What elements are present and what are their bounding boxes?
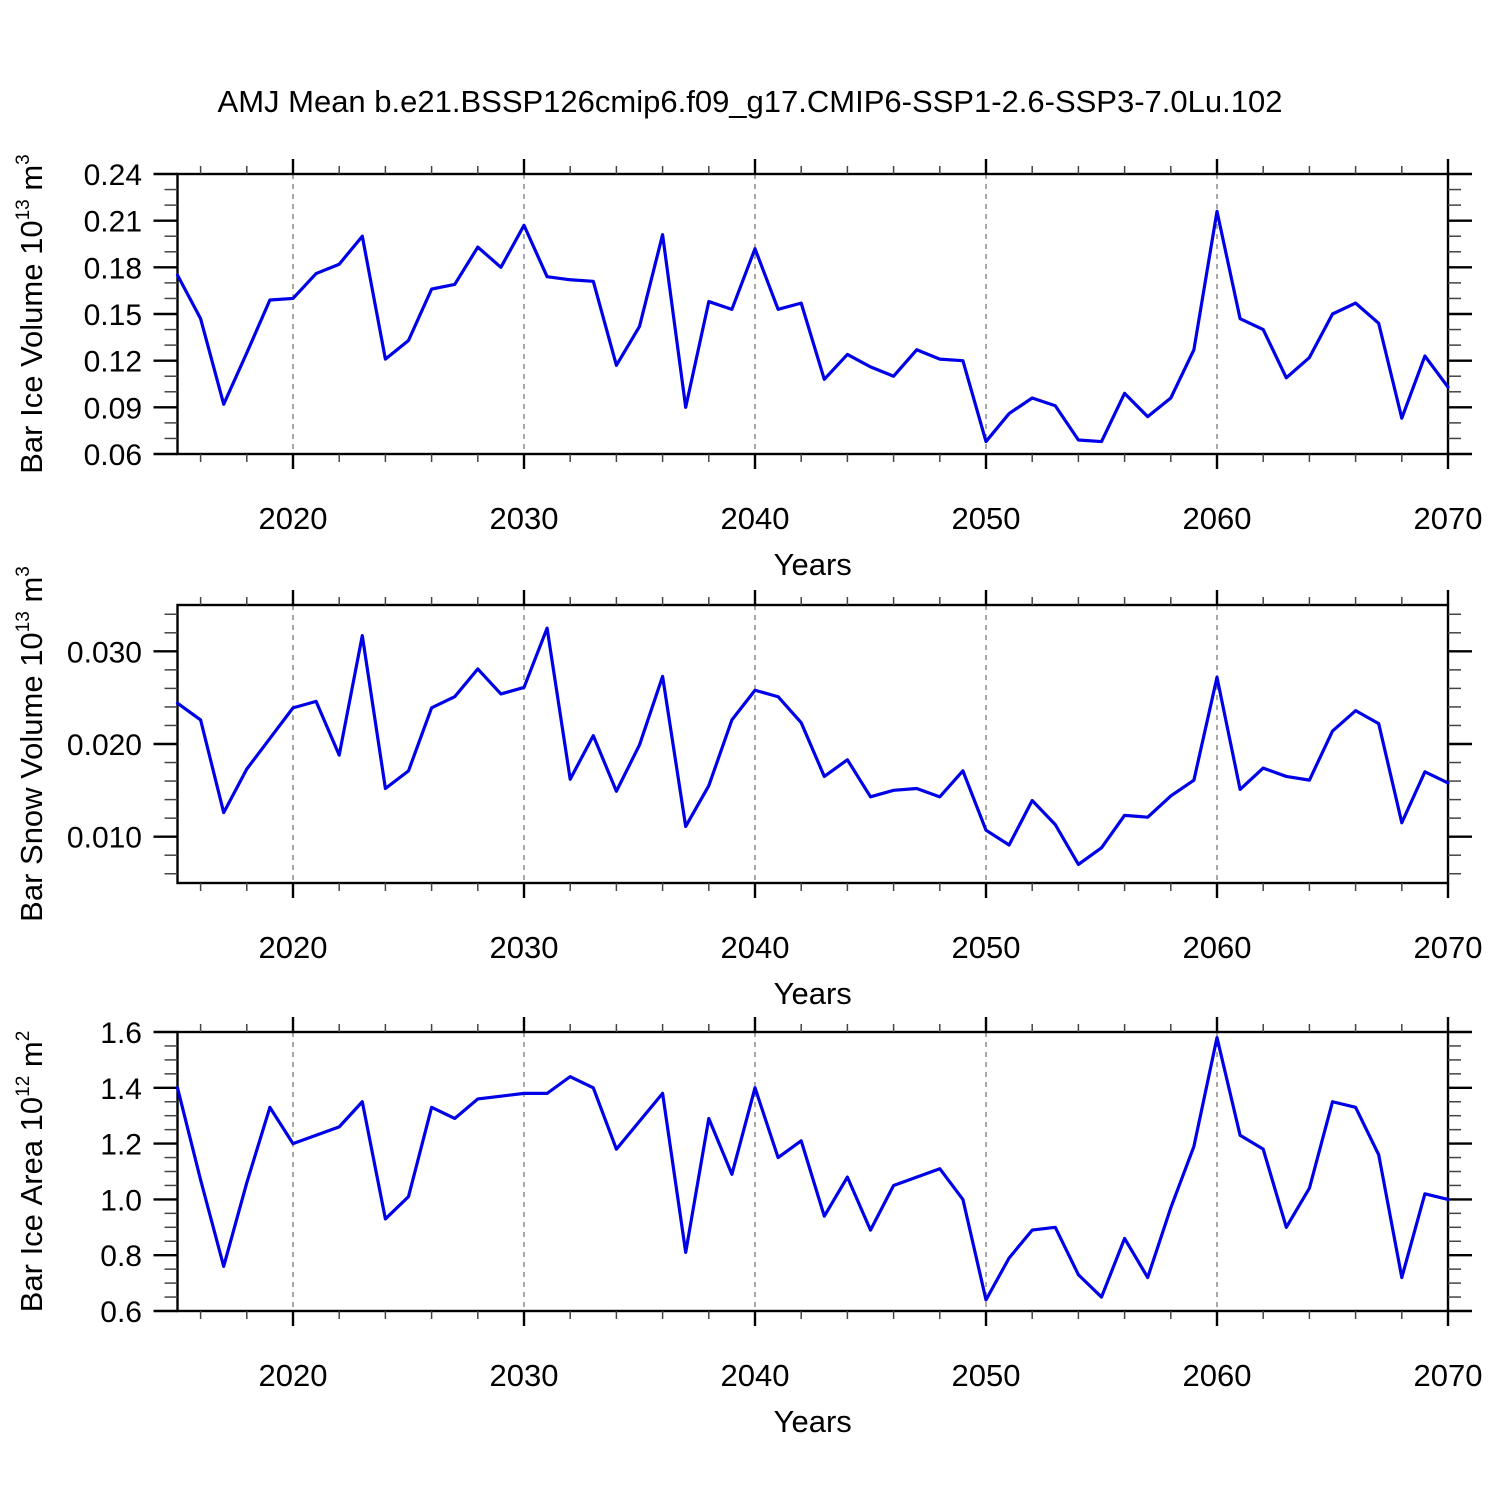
tick-marks: [153, 1017, 1472, 1326]
y-tick-label: 0.09: [84, 392, 142, 425]
y-axis-title: Bar Ice Volume 1013 m3: [13, 154, 49, 474]
snow-volume-line: [175, 626, 1450, 867]
x-tick-label: 2070: [1414, 1358, 1483, 1393]
x-tick-label: 2060: [1183, 501, 1252, 536]
x-tick-label: 2060: [1183, 1358, 1252, 1393]
y-tick-label: 0.06: [84, 439, 142, 472]
plot-frame: [176, 172, 1450, 456]
x-tick-label: 2020: [259, 1358, 328, 1393]
y-tick-label: 0.24: [84, 159, 142, 192]
y-tick-label: 0.12: [84, 346, 142, 379]
x-axis-title: Years: [774, 976, 852, 1011]
x-tick-label: 2020: [259, 501, 328, 536]
x-tick-label: 2050: [952, 930, 1021, 965]
x-tick-label: 2050: [952, 501, 1021, 536]
y-tick-label: 1.0: [100, 1184, 142, 1217]
x-tick-label: 2070: [1414, 501, 1483, 536]
x-tick-label: 2060: [1183, 930, 1252, 965]
y-tick-label: 0.010: [67, 822, 142, 855]
ice-volume-line: [175, 209, 1450, 444]
x-tick-label: 2070: [1414, 930, 1483, 965]
tick-marks: [153, 159, 1472, 469]
x-axis-title: Years: [774, 547, 852, 582]
x-tick-label: 2040: [721, 501, 790, 536]
x-tick-label: 2030: [490, 501, 559, 536]
chart-ice-volume: 0.06 0.09 0.12 0.15 0.18 0.21 0.24 2020 2030 2040…: [13, 154, 1482, 582]
page-title: AMJ Mean b.e21.BSSP126cmip6.f09_g17.CMIP…: [217, 84, 1283, 119]
y-axis-title: Bar Snow Volume 1013 m3: [13, 566, 49, 922]
y-tick-label: 0.21: [84, 206, 142, 239]
y-tick-label: 0.8: [100, 1240, 142, 1273]
tick-marks: [153, 590, 1472, 898]
plot-frame: [176, 603, 1450, 885]
y-tick-label: 1.6: [100, 1017, 142, 1050]
x-tick-label: 2050: [952, 1358, 1021, 1393]
y-tick-label: 0.18: [84, 252, 142, 285]
plot-frame: [176, 1030, 1450, 1313]
x-tick-label: 2030: [490, 1358, 559, 1393]
x-axis-title: Years: [774, 1404, 852, 1439]
ice-area-line: [175, 1035, 1450, 1302]
y-axis-title: Bar Ice Area 1012 m2: [13, 1031, 49, 1313]
x-tick-label: 2040: [721, 930, 790, 965]
y-tick-label: 0.020: [67, 729, 142, 762]
y-tick-label: 0.15: [84, 299, 142, 332]
x-tick-label: 2020: [259, 930, 328, 965]
chart-snow-volume: 0.010 0.020 0.030 2020 2030 2040 2050 2060 2070 Y…: [13, 566, 1482, 1011]
y-tick-label: 1.4: [100, 1073, 142, 1106]
y-tick-label: 0.6: [100, 1296, 142, 1329]
y-tick-label: 0.030: [67, 636, 142, 669]
x-tick-label: 2040: [721, 1358, 790, 1393]
x-tick-label: 2030: [490, 930, 559, 965]
y-tick-label: 1.2: [100, 1129, 142, 1162]
chart-ice-area: 0.6 0.8 1.0 1.2 1.4 1.6 2020 2030 2040 2050 2060 20…: [13, 1017, 1482, 1439]
